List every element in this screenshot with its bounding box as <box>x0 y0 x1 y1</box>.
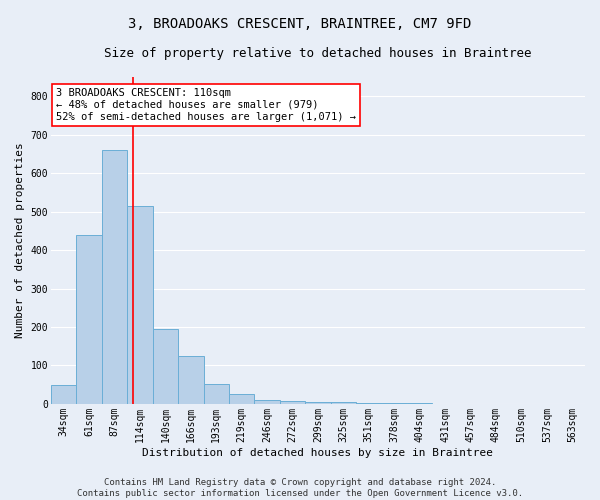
Bar <box>229 394 254 404</box>
Bar <box>407 403 433 404</box>
Text: 3 BROADOAKS CRESCENT: 110sqm
← 48% of detached houses are smaller (979)
52% of s: 3 BROADOAKS CRESCENT: 110sqm ← 48% of de… <box>56 88 356 122</box>
Bar <box>178 356 203 404</box>
Bar <box>356 403 382 404</box>
Title: Size of property relative to detached houses in Braintree: Size of property relative to detached ho… <box>104 48 532 60</box>
Bar <box>254 400 280 404</box>
Bar <box>51 384 76 404</box>
Y-axis label: Number of detached properties: Number of detached properties <box>15 142 25 338</box>
X-axis label: Distribution of detached houses by size in Braintree: Distribution of detached houses by size … <box>142 448 493 458</box>
Bar <box>382 403 407 404</box>
Text: 3, BROADOAKS CRESCENT, BRAINTREE, CM7 9FD: 3, BROADOAKS CRESCENT, BRAINTREE, CM7 9F… <box>128 18 472 32</box>
Bar <box>203 384 229 404</box>
Bar <box>102 150 127 404</box>
Bar <box>76 234 102 404</box>
Bar <box>280 401 305 404</box>
Bar <box>305 402 331 404</box>
Bar <box>127 206 152 404</box>
Bar <box>152 329 178 404</box>
Bar <box>331 402 356 404</box>
Text: Contains HM Land Registry data © Crown copyright and database right 2024.
Contai: Contains HM Land Registry data © Crown c… <box>77 478 523 498</box>
